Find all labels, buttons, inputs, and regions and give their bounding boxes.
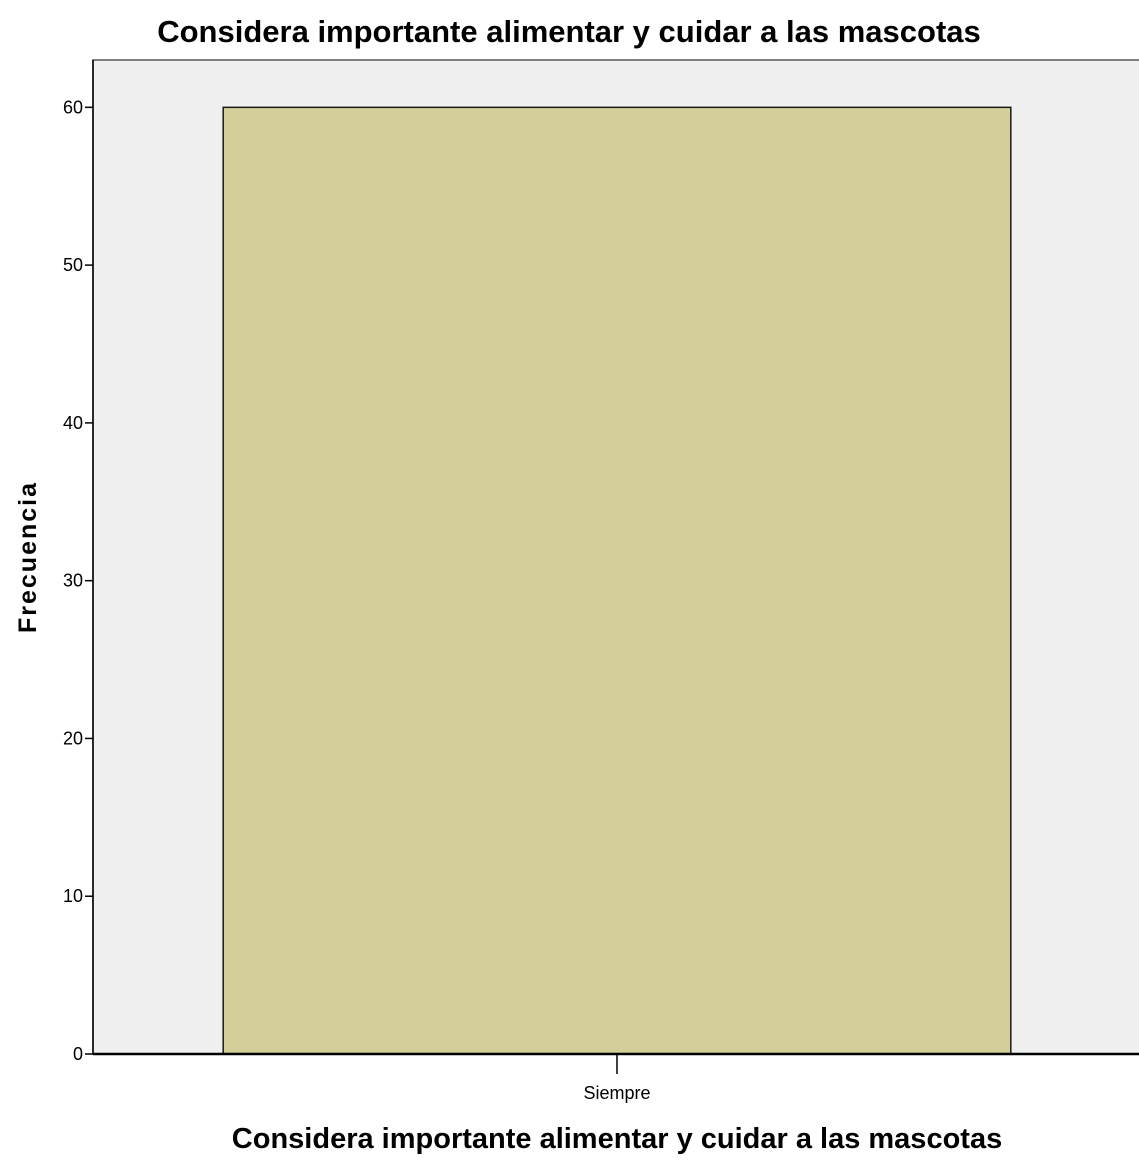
y-axis-label: Frecuencia [14,481,42,633]
x-tick-label: Siempre [583,1083,650,1103]
y-tick-label: 40 [63,413,83,433]
y-tick-label: 50 [63,255,83,275]
y-tick-label: 30 [63,571,83,591]
y-tick-label: 20 [63,728,83,748]
y-axis-ticks: 0 10 20 30 40 50 60 [63,97,93,1064]
x-axis-ticks: Siempre [583,1054,651,1103]
y-tick-label: 60 [63,97,83,117]
bar-siempre [222,106,1012,1055]
y-tick-label: 10 [63,886,83,906]
chart-title: Considera importante alimentar y cuidar … [157,14,981,49]
y-tick-label: 0 [73,1044,83,1064]
x-axis-label: Considera importante alimentar y cuidar … [232,1123,1002,1155]
bars-layer [222,106,1012,1055]
